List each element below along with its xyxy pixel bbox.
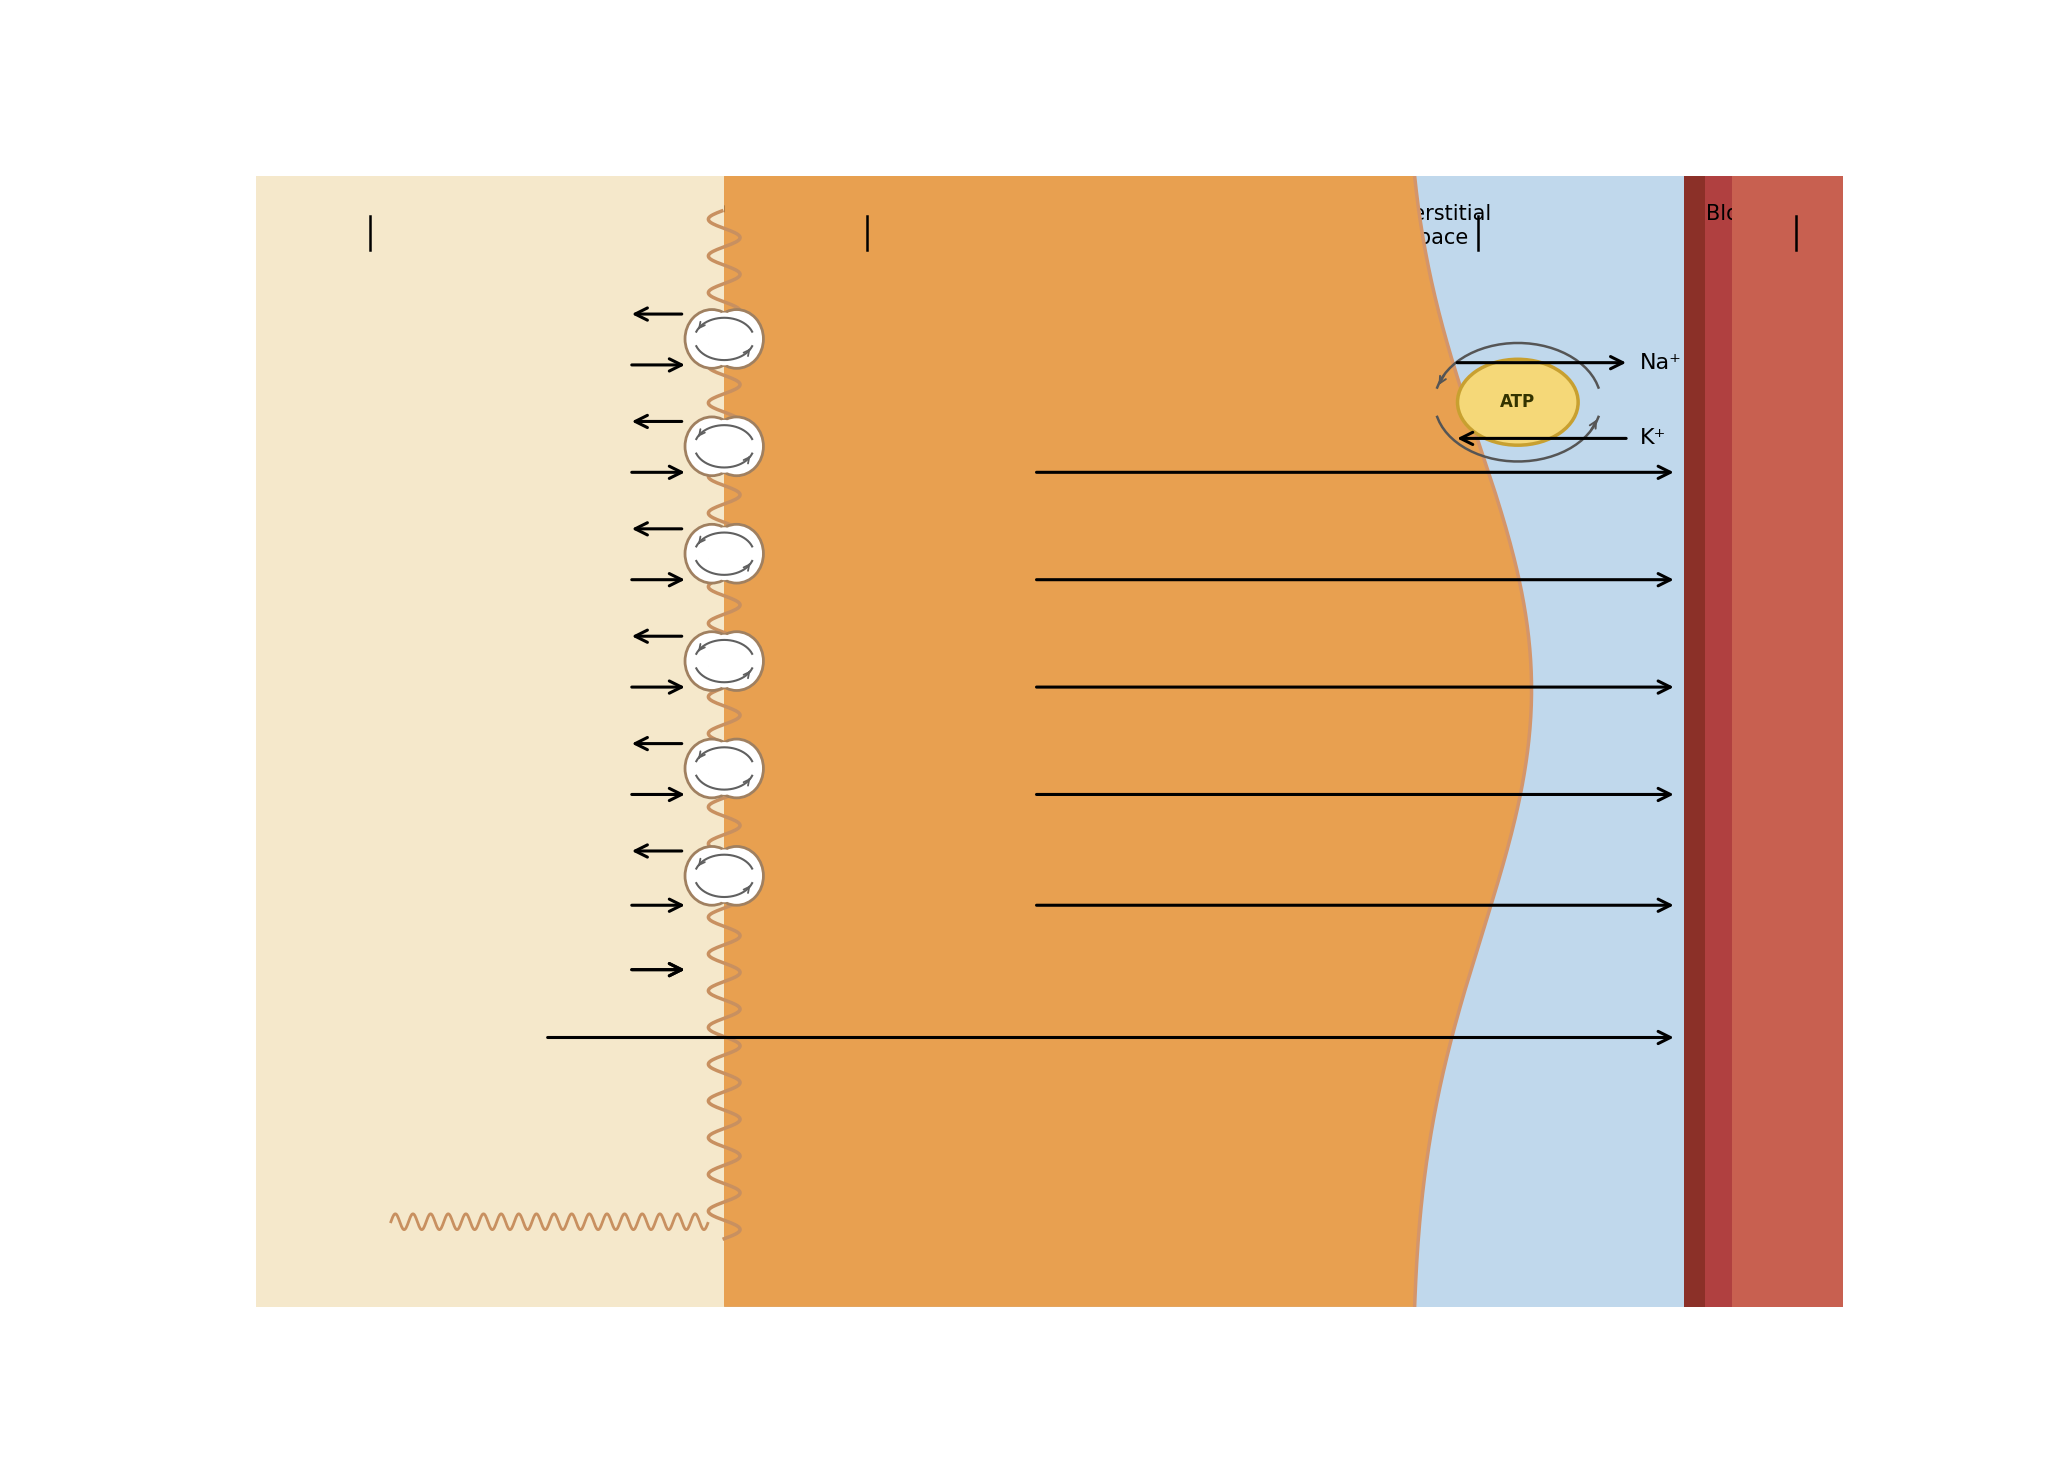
Text: Na⁺: Na⁺ <box>528 355 571 374</box>
Text: H⁺: H⁺ <box>555 411 584 432</box>
Text: H⁺: H⁺ <box>809 518 838 539</box>
Text: Na⁺: Na⁺ <box>1393 352 1434 373</box>
Text: H⁺: H⁺ <box>555 734 584 753</box>
Bar <box>1706 176 1843 1307</box>
Ellipse shape <box>684 631 739 690</box>
Text: H⁺: H⁺ <box>555 841 584 862</box>
Text: H⁺: H⁺ <box>555 518 584 539</box>
Ellipse shape <box>709 634 741 687</box>
Ellipse shape <box>684 417 739 476</box>
Bar <box>256 176 725 1307</box>
Bar <box>1733 176 1843 1307</box>
Ellipse shape <box>711 738 764 799</box>
Ellipse shape <box>684 310 739 368</box>
Text: Cl⁻ + Na⁺: Cl⁻ + Na⁺ <box>492 462 600 483</box>
Text: H⁺: H⁺ <box>809 411 838 432</box>
Text: H⁺: H⁺ <box>555 304 584 324</box>
Ellipse shape <box>711 524 764 583</box>
Ellipse shape <box>711 847 764 906</box>
Text: PO₄³⁻ + Na⁺: PO₄³⁻ + Na⁺ <box>809 895 944 915</box>
Text: Mg²⁺: Mg²⁺ <box>528 960 584 979</box>
Text: glucose + Na⁺: glucose + Na⁺ <box>459 784 621 804</box>
Bar <box>256 176 725 1307</box>
Ellipse shape <box>684 738 739 799</box>
Text: K⁺: K⁺ <box>1640 429 1667 448</box>
Bar <box>725 176 1708 1307</box>
Text: H⁺: H⁺ <box>809 841 838 862</box>
Text: Bloodstream: Bloodstream <box>1706 204 1837 225</box>
Text: Proximal convoluted
tubule cell: Proximal convoluted tubule cell <box>713 204 926 248</box>
Text: H₂O: H₂O <box>528 1028 571 1048</box>
Text: Cl⁻ + Na⁺: Cl⁻ + Na⁺ <box>809 462 918 483</box>
Text: Ca²⁺ + Na⁺: Ca²⁺ + Na⁺ <box>809 570 932 590</box>
Ellipse shape <box>709 850 741 903</box>
Ellipse shape <box>709 527 741 580</box>
Polygon shape <box>725 176 1532 1307</box>
Text: glucose + Na⁺: glucose + Na⁺ <box>809 784 969 804</box>
Ellipse shape <box>711 631 764 690</box>
Text: H⁺: H⁺ <box>809 734 838 753</box>
Ellipse shape <box>709 313 741 366</box>
Text: K⁺: K⁺ <box>1407 429 1434 448</box>
Bar <box>256 176 725 1307</box>
Text: amino acids + Na⁺: amino acids + Na⁺ <box>809 677 1018 697</box>
Ellipse shape <box>709 420 741 473</box>
Ellipse shape <box>684 524 739 583</box>
Bar <box>725 176 1843 1307</box>
Polygon shape <box>725 176 1532 1307</box>
Ellipse shape <box>684 847 739 906</box>
Bar <box>1683 176 1843 1307</box>
Ellipse shape <box>709 741 741 794</box>
Text: Na⁺: Na⁺ <box>1640 352 1681 373</box>
Text: ATP: ATP <box>1501 393 1536 411</box>
Text: amino acids + Na⁺: amino acids + Na⁺ <box>422 677 631 697</box>
Text: H⁺: H⁺ <box>555 627 584 646</box>
Ellipse shape <box>711 310 764 368</box>
Text: Na⁺: Na⁺ <box>809 355 850 374</box>
Circle shape <box>1458 360 1579 445</box>
Text: PO₄³⁻ + Na⁺: PO₄³⁻ + Na⁺ <box>442 895 578 915</box>
Text: Interstitial
space: Interstitial space <box>1384 204 1491 248</box>
Text: Lumen of
proximal tubule: Lumen of proximal tubule <box>324 204 485 248</box>
Ellipse shape <box>711 417 764 476</box>
Polygon shape <box>725 176 1532 1307</box>
Text: H⁺: H⁺ <box>809 627 838 646</box>
Text: Ca²⁺ + Na⁺: Ca²⁺ + Na⁺ <box>475 570 600 590</box>
Text: H⁺: H⁺ <box>809 304 838 324</box>
